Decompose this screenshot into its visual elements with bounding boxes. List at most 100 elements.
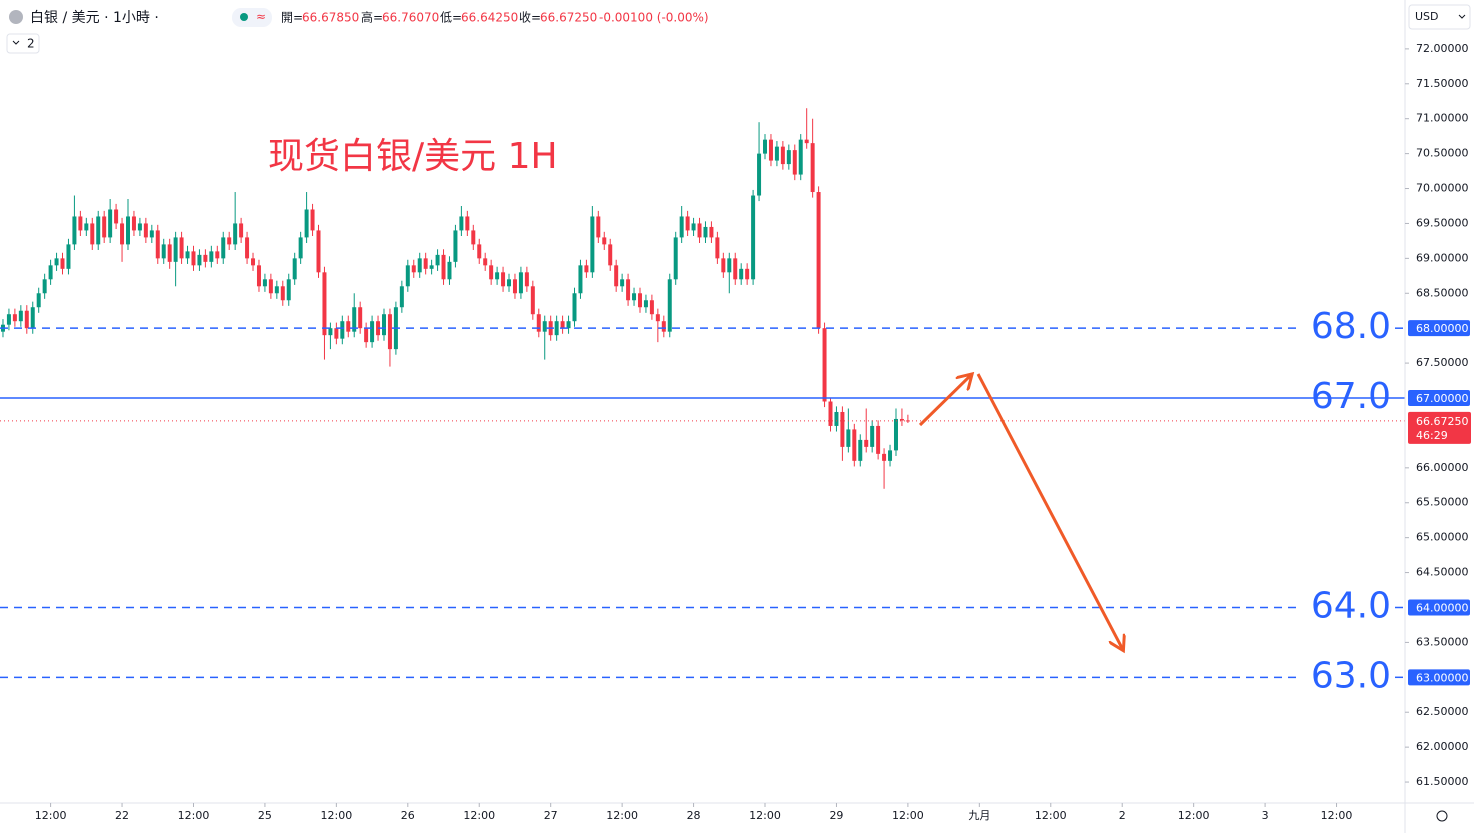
candle-body bbox=[411, 265, 416, 273]
chevron bbox=[12, 40, 20, 45]
candle-body bbox=[280, 286, 285, 301]
chart-title: 现货白银/美元 1H bbox=[268, 136, 558, 177]
candle-body bbox=[227, 237, 232, 245]
candle-body bbox=[637, 293, 642, 308]
candle-body bbox=[215, 251, 220, 259]
candle-body bbox=[173, 237, 178, 262]
candle-body bbox=[179, 237, 184, 259]
candle-body bbox=[405, 265, 410, 287]
arrow-down bbox=[976, 373, 1122, 648]
candle-body bbox=[893, 418, 898, 451]
candle-body bbox=[12, 314, 17, 322]
symbol-icon bbox=[9, 10, 23, 24]
close-label: 收= bbox=[519, 11, 541, 25]
y-tick-label: 70.00000 bbox=[1416, 182, 1469, 195]
candle-body bbox=[852, 429, 857, 461]
candle-body bbox=[387, 314, 392, 350]
candle-body bbox=[661, 321, 666, 332]
ohlc: 開= 66.67850 高= 66.76070 低= 66.64250 收= 6… bbox=[281, 10, 709, 25]
candle-body bbox=[24, 310, 29, 329]
y-tick-label: 64.50000 bbox=[1416, 566, 1469, 579]
candle-body bbox=[560, 321, 565, 329]
candle-body bbox=[524, 272, 529, 287]
level-label: 63.0 bbox=[1311, 655, 1391, 696]
candle-body bbox=[602, 237, 607, 245]
y-tick-label: 62.00000 bbox=[1416, 740, 1469, 753]
candle-body bbox=[483, 258, 488, 266]
y-tick-label: 65.00000 bbox=[1416, 531, 1469, 544]
candle-body bbox=[191, 251, 196, 266]
candle-body bbox=[846, 429, 851, 447]
candle-body bbox=[102, 216, 107, 238]
level-label: 64.0 bbox=[1311, 585, 1391, 626]
candle-body bbox=[620, 279, 625, 287]
candle-body bbox=[530, 286, 535, 315]
candle-body bbox=[471, 230, 476, 245]
candle-body bbox=[197, 254, 202, 266]
candle-body bbox=[334, 328, 339, 339]
status-pill bbox=[232, 8, 272, 27]
y-tick-label: 67.50000 bbox=[1416, 356, 1469, 369]
y-tick-label: 71.50000 bbox=[1416, 77, 1469, 90]
symbol: 白银 / 美元 · 1小時 · bbox=[30, 10, 159, 26]
candle-body bbox=[417, 258, 422, 273]
candle-body bbox=[673, 237, 678, 280]
candle-body bbox=[78, 216, 83, 231]
x-tick-label: 九月 bbox=[968, 809, 990, 822]
x-tick-label: 12:00 bbox=[1178, 809, 1210, 822]
candle-body bbox=[30, 307, 35, 329]
candle-body bbox=[876, 425, 881, 454]
candle-body bbox=[864, 439, 869, 447]
candle-body bbox=[763, 139, 768, 154]
level-label: 68.0 bbox=[1311, 306, 1391, 347]
settings-icon[interactable] bbox=[1436, 810, 1448, 822]
candle-body bbox=[453, 230, 458, 262]
candle-body bbox=[905, 420, 910, 422]
candle-body bbox=[828, 401, 833, 426]
candle-body bbox=[840, 411, 845, 447]
candle-body bbox=[697, 223, 702, 238]
indicator-toggle[interactable] bbox=[6, 33, 40, 54]
candle-body bbox=[703, 226, 708, 238]
currency: USD bbox=[1415, 10, 1439, 23]
candle-body bbox=[18, 310, 23, 322]
candle-body bbox=[834, 411, 839, 426]
candle-body bbox=[60, 258, 65, 269]
candle-body bbox=[364, 328, 369, 343]
level-axis-label: 64.00000 bbox=[1416, 601, 1469, 614]
candle-body bbox=[649, 300, 654, 315]
currency-select[interactable] bbox=[1408, 4, 1471, 30]
x-tick-label: 12:00 bbox=[606, 809, 638, 822]
candle-body bbox=[632, 293, 637, 301]
status-dot bbox=[240, 13, 248, 21]
y-tick-label: 72.00000 bbox=[1416, 42, 1469, 55]
candle-body bbox=[596, 216, 601, 238]
level-axis-label: 63.00000 bbox=[1416, 671, 1469, 684]
candle-body bbox=[251, 258, 256, 266]
y-tick-label: 69.50000 bbox=[1416, 216, 1469, 229]
level-axis-label: 67.00000 bbox=[1416, 392, 1469, 405]
candle-body bbox=[667, 279, 672, 332]
plot-area bbox=[0, 108, 1405, 679]
candle-body bbox=[262, 279, 267, 287]
candle-body bbox=[822, 328, 827, 402]
candle-body bbox=[447, 261, 452, 280]
candle-body bbox=[42, 279, 47, 294]
candle-body bbox=[268, 279, 273, 294]
candle-body bbox=[233, 223, 238, 245]
candle-body bbox=[316, 230, 321, 273]
candle-body bbox=[203, 254, 208, 262]
candle-body bbox=[477, 244, 482, 259]
candle-body bbox=[381, 314, 386, 336]
candle-body bbox=[245, 237, 250, 259]
x-tick-label: 22 bbox=[115, 809, 129, 822]
countdown: 46:29 bbox=[1416, 429, 1448, 442]
candle-body bbox=[745, 268, 750, 280]
candle-body bbox=[435, 254, 440, 266]
candle-body bbox=[709, 226, 714, 238]
candle-body bbox=[441, 254, 446, 280]
candle-body bbox=[155, 230, 160, 259]
candle-body bbox=[108, 209, 113, 238]
candle-body bbox=[566, 321, 571, 329]
